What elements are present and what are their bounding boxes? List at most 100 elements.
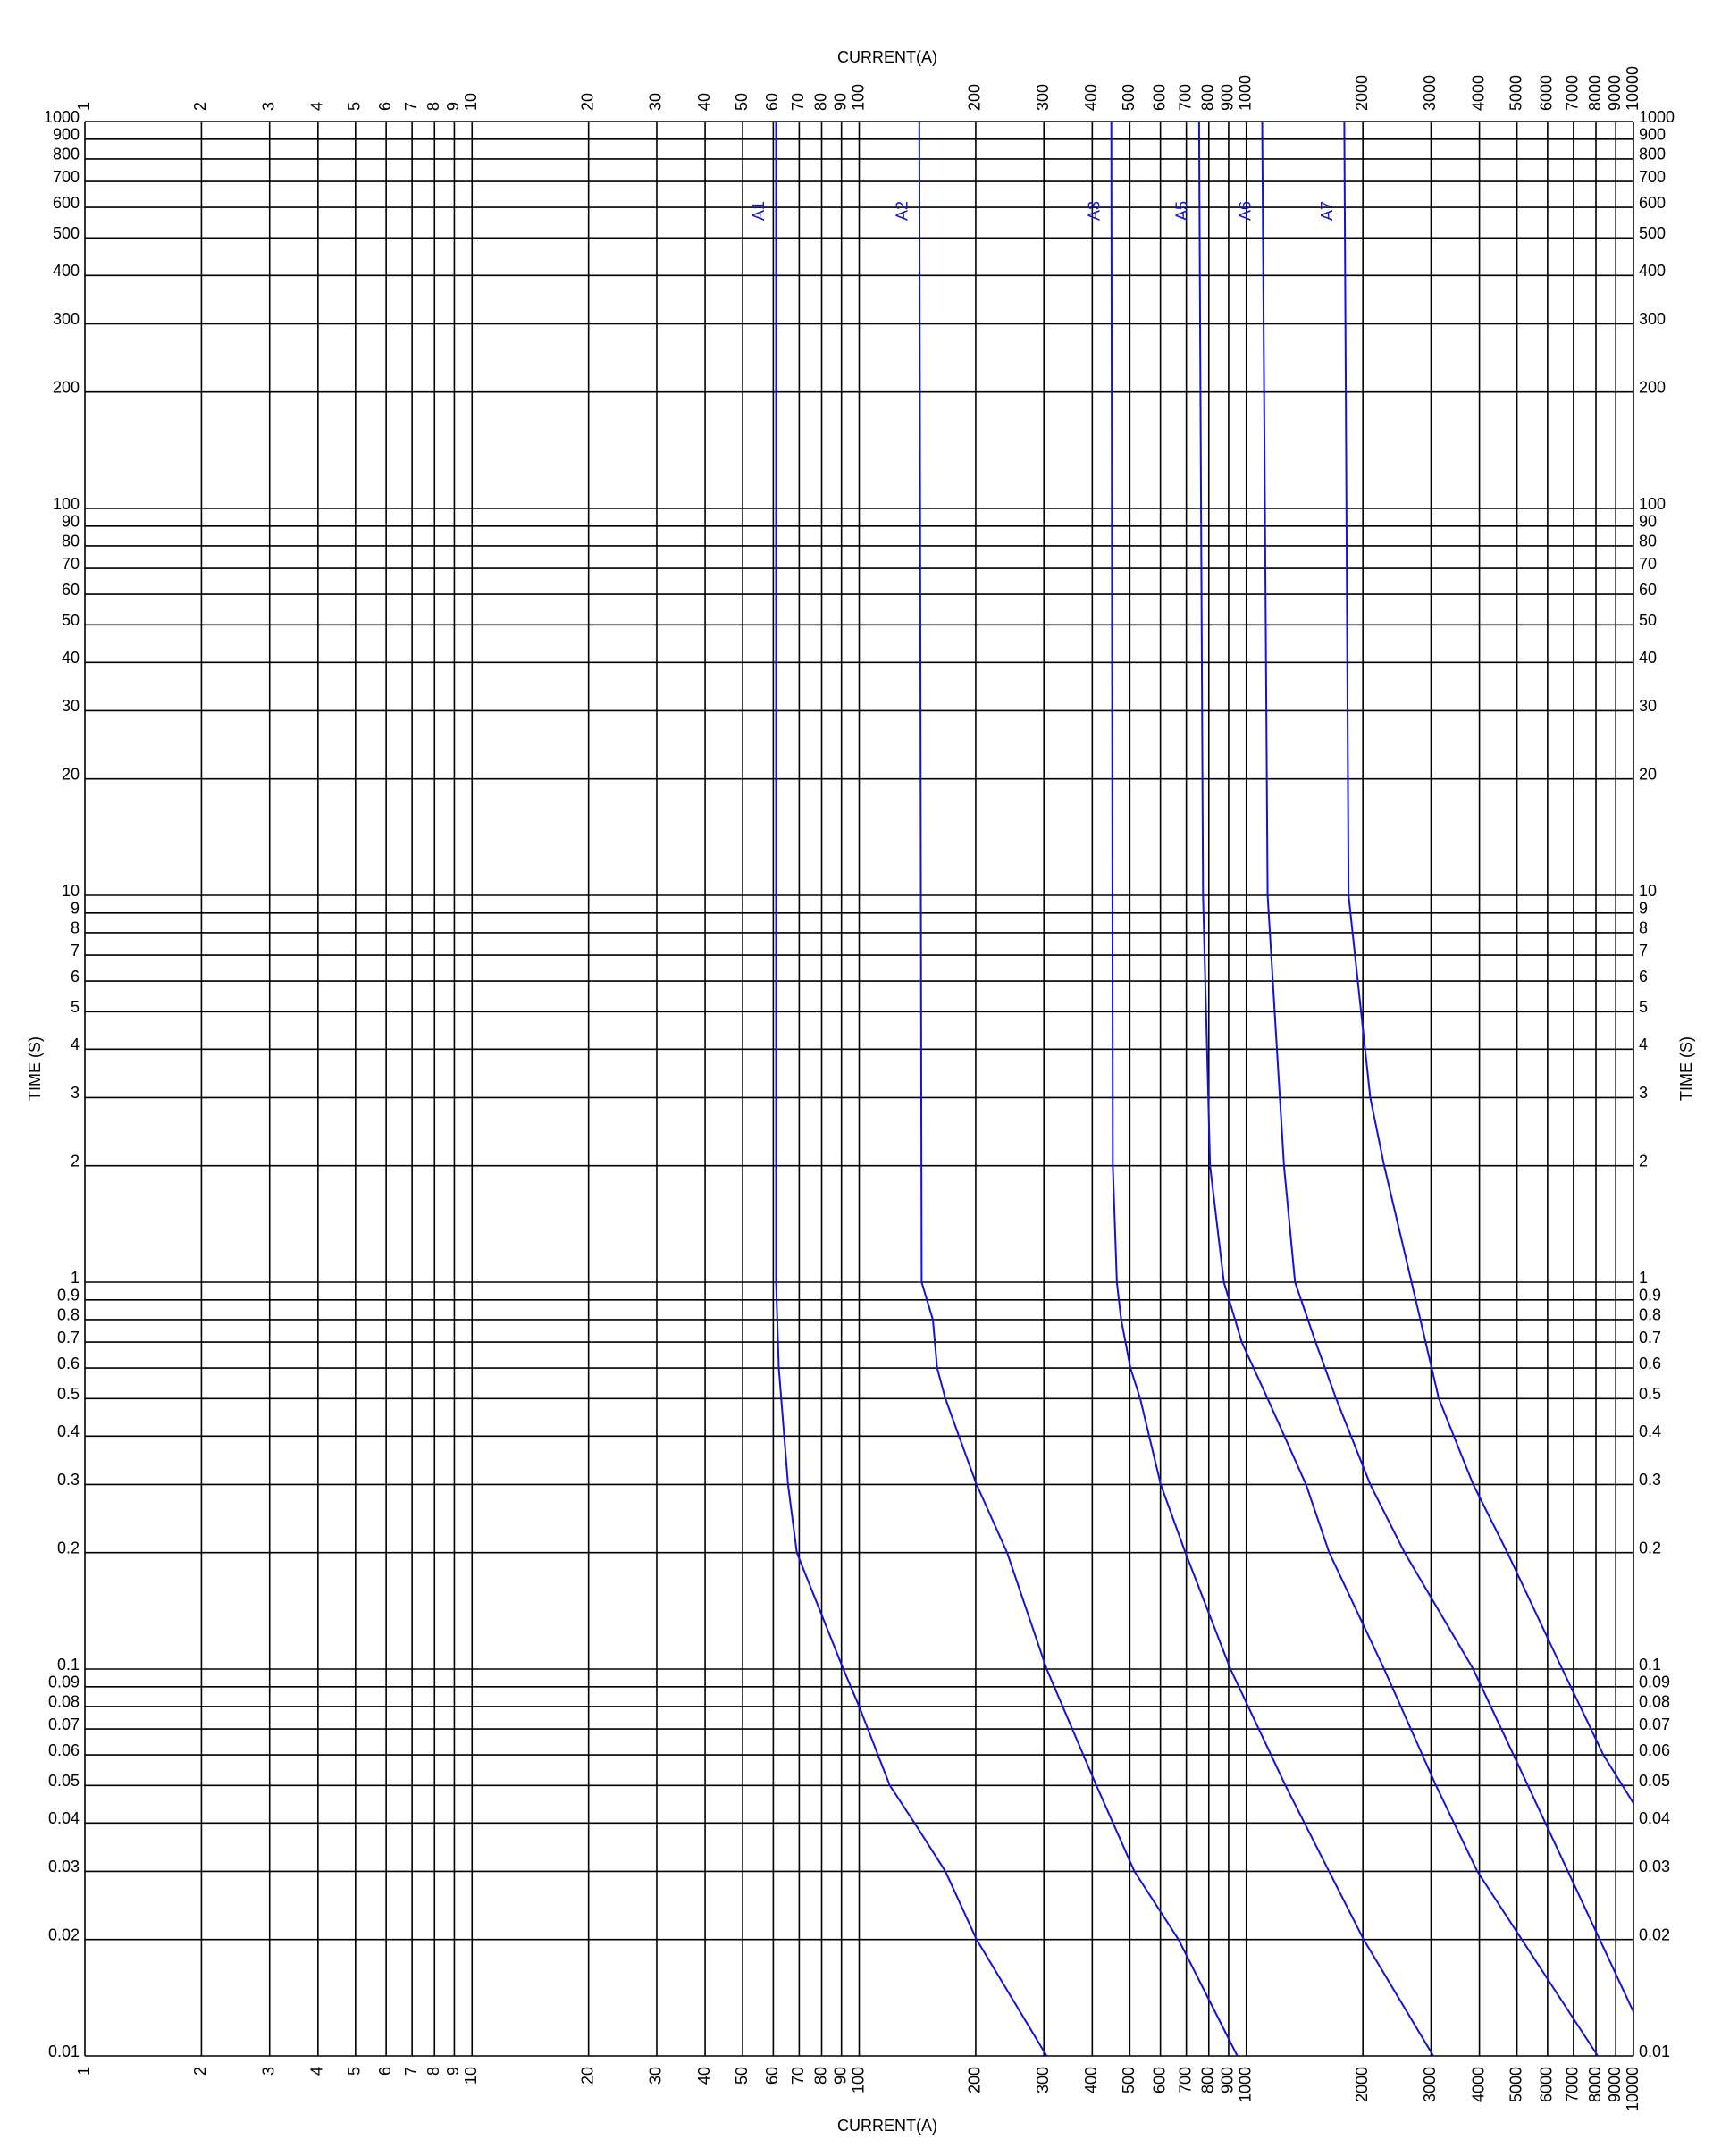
y-tick-label-left: 60 <box>62 581 80 599</box>
y-axis-title-left: TIME (S) <box>26 1036 44 1101</box>
x-tick-label-bottom: 6 <box>376 2067 394 2076</box>
y-tick-label-right: 0.08 <box>1639 1693 1670 1711</box>
y-tick-label-left: 100 <box>53 495 80 513</box>
curve <box>1261 121 1634 2013</box>
x-tick-label-bottom: 7000 <box>1564 2067 1582 2102</box>
x-tick-label-bottom: 1 <box>75 2067 93 2076</box>
y-tick-label-right: 70 <box>1639 555 1657 573</box>
y-tick-label-left: 300 <box>53 310 80 328</box>
y-tick-label-right: 8 <box>1639 919 1648 937</box>
y-tick-label-right: 0.5 <box>1639 1385 1661 1403</box>
x-tick-label-bottom: 700 <box>1176 2067 1194 2093</box>
y-tick-label-left: 0.8 <box>57 1306 80 1324</box>
x-tick-label-bottom: 10000 <box>1624 2067 1642 2111</box>
y-tick-label-left: 0.1 <box>57 1656 80 1674</box>
x-tick-label-top: 1 <box>75 102 93 111</box>
curve-label: A7 <box>1318 201 1336 221</box>
y-tick-label-left: 0.01 <box>48 2043 80 2060</box>
x-tick-label-bottom: 600 <box>1150 2067 1168 2093</box>
x-tick-label-top: 10 <box>462 93 480 111</box>
y-tick-label-right: 0.09 <box>1639 1674 1670 1691</box>
y-tick-label-left: 9 <box>71 900 80 918</box>
y-tick-label-right: 0.07 <box>1639 1716 1670 1733</box>
y-tick-label-right: 6 <box>1639 968 1648 986</box>
curve <box>1197 121 1599 2057</box>
x-tick-label-top: 50 <box>733 93 751 111</box>
x-tick-label-top: 8000 <box>1586 75 1604 111</box>
y-tick-label-left: 5 <box>71 998 80 1016</box>
x-tick-label-bottom: 3000 <box>1421 2067 1439 2102</box>
x-tick-label-top: 2000 <box>1353 75 1371 111</box>
y-axis-title-right: TIME (S) <box>1677 1036 1695 1101</box>
y-tick-label-right: 50 <box>1639 611 1657 629</box>
x-tick-label-bottom: 10 <box>462 2067 480 2085</box>
y-tick-label-left: 700 <box>53 168 80 186</box>
x-tick-label-bottom: 2000 <box>1353 2067 1371 2102</box>
x-tick-label-top: 40 <box>695 93 713 111</box>
x-tick-label-top: 30 <box>647 93 665 111</box>
y-tick-label-left: 80 <box>62 533 80 550</box>
x-tick-label-top: 300 <box>1034 84 1052 111</box>
y-tick-label-left: 0.04 <box>48 1809 80 1827</box>
curve-label: A6 <box>1236 201 1254 221</box>
x-tick-label-bottom: 4 <box>308 2067 326 2076</box>
x-tick-label-top: 5000 <box>1507 75 1524 111</box>
y-tick-label-right: 80 <box>1639 533 1657 550</box>
y-tick-label-right: 700 <box>1639 168 1666 186</box>
y-tick-label-right: 90 <box>1639 513 1657 531</box>
y-tick-label-left: 1000 <box>44 108 80 126</box>
y-tick-label-right: 30 <box>1639 697 1657 715</box>
x-tick-label-top: 700 <box>1176 84 1194 111</box>
y-tick-label-right: 60 <box>1639 581 1657 599</box>
x-tick-label-bottom: 90 <box>831 2067 849 2085</box>
x-tick-label-bottom: 1000 <box>1237 2067 1255 2102</box>
y-tick-label-left: 4 <box>71 1036 80 1053</box>
y-tick-label-right: 20 <box>1639 765 1657 783</box>
x-tick-label-bottom: 50 <box>733 2067 751 2085</box>
x-tick-label-bottom: 5000 <box>1507 2067 1524 2102</box>
x-tick-label-top: 70 <box>789 93 807 111</box>
x-tick-label-top: 3 <box>259 102 277 111</box>
y-tick-label-right: 0.1 <box>1639 1656 1661 1674</box>
y-tick-label-left: 90 <box>62 513 80 531</box>
y-tick-label-left: 8 <box>71 919 80 937</box>
y-tick-label-right: 500 <box>1639 224 1666 242</box>
x-tick-label-top: 4 <box>308 102 326 111</box>
x-tick-label-top: 9 <box>444 102 462 111</box>
y-tick-label-left: 0.5 <box>57 1385 80 1403</box>
x-tick-label-bottom: 100 <box>849 2067 867 2093</box>
x-tick-label-top: 900 <box>1219 84 1237 111</box>
y-tick-label-left: 70 <box>62 555 80 573</box>
y-tick-label-left: 0.07 <box>48 1716 80 1733</box>
y-tick-label-right: 2 <box>1639 1152 1648 1170</box>
x-tick-label-top: 9000 <box>1606 75 1624 111</box>
x-tick-label-top: 200 <box>966 84 984 111</box>
x-tick-label-top: 7 <box>402 102 420 111</box>
x-tick-label-top: 400 <box>1082 84 1100 111</box>
y-tick-label-right: 200 <box>1639 378 1666 396</box>
y-tick-label-right: 1 <box>1639 1269 1648 1287</box>
x-tick-label-top: 6000 <box>1538 75 1556 111</box>
y-tick-label-left: 0.08 <box>48 1693 80 1711</box>
x-tick-label-bottom: 5 <box>346 2067 364 2076</box>
x-tick-label-bottom: 30 <box>647 2067 665 2085</box>
curve <box>775 122 1048 2057</box>
y-tick-label-left: 200 <box>53 378 80 396</box>
x-tick-label-bottom: 60 <box>763 2067 781 2085</box>
curve-label: A5 <box>1173 201 1191 221</box>
y-tick-label-left: 3 <box>71 1084 80 1102</box>
x-tick-label-top: 1000 <box>1237 75 1255 111</box>
x-tick-label-bottom: 40 <box>695 2067 713 2085</box>
y-tick-label-right: 100 <box>1639 495 1666 513</box>
x-tick-label-bottom: 20 <box>578 2067 596 2085</box>
y-tick-label-right: 5 <box>1639 998 1648 1016</box>
curve-label: A3 <box>1085 201 1103 221</box>
y-tick-label-left: 40 <box>62 649 80 667</box>
x-axis-title-top: CURRENT(A) <box>837 48 937 66</box>
y-tick-label-left: 0.03 <box>48 1858 80 1875</box>
x-tick-label-top: 90 <box>831 93 849 111</box>
x-tick-label-bottom: 3 <box>259 2067 277 2076</box>
y-tick-label-left: 600 <box>53 194 80 212</box>
